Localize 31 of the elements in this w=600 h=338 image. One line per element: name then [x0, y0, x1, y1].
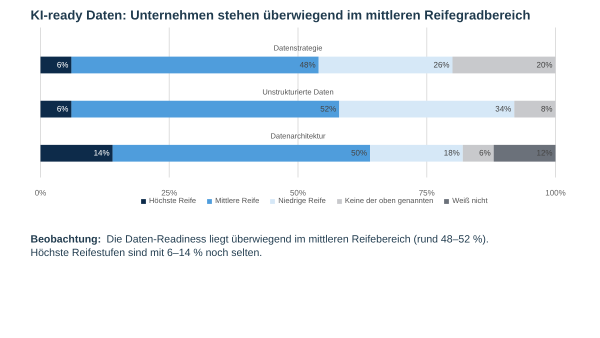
bar: [71, 56, 319, 74]
data-label: 14%: [94, 148, 110, 158]
data-label: 26%: [433, 60, 450, 70]
data-label: 6%: [479, 148, 491, 158]
x-tick-label: 25%: [161, 188, 178, 198]
x-tick-label: 0%: [34, 188, 46, 198]
bar: [40, 144, 113, 162]
data-label: 6%: [56, 104, 68, 114]
x-tick-label: 100%: [545, 188, 566, 198]
data-label: 50%: [351, 148, 368, 158]
data-label: 18%: [444, 148, 460, 158]
bar: [370, 144, 463, 162]
data-label: 6%: [56, 60, 68, 70]
bar: [514, 100, 556, 118]
bar: [318, 56, 452, 74]
bar: [339, 100, 514, 118]
text: Beobachtung: Die Daten-Readiness liegt überwiegend im mittleren Reifebereich (rund 48–52 %). Höchste Reifestufen sind mit 6–14 % noch selten.: [30, 234, 489, 259]
data-label: 8%: [540, 104, 552, 114]
bar: [494, 144, 556, 162]
x-tick-label: 75%: [418, 188, 435, 198]
data-label: 34%: [495, 104, 512, 114]
bar: [40, 100, 72, 118]
bar: [40, 56, 72, 74]
data-label: 52%: [320, 104, 336, 114]
data-label: 20%: [536, 60, 553, 70]
chart-title: KI-ready Daten: Unternehmen stehen überwiegend im mittleren Reifegradbereich: [30, 8, 530, 22]
bar: [452, 56, 556, 74]
x-tick-label: 50%: [290, 188, 306, 198]
bar: [112, 144, 370, 162]
bar: [71, 100, 340, 118]
data-label: 48%: [300, 60, 316, 70]
